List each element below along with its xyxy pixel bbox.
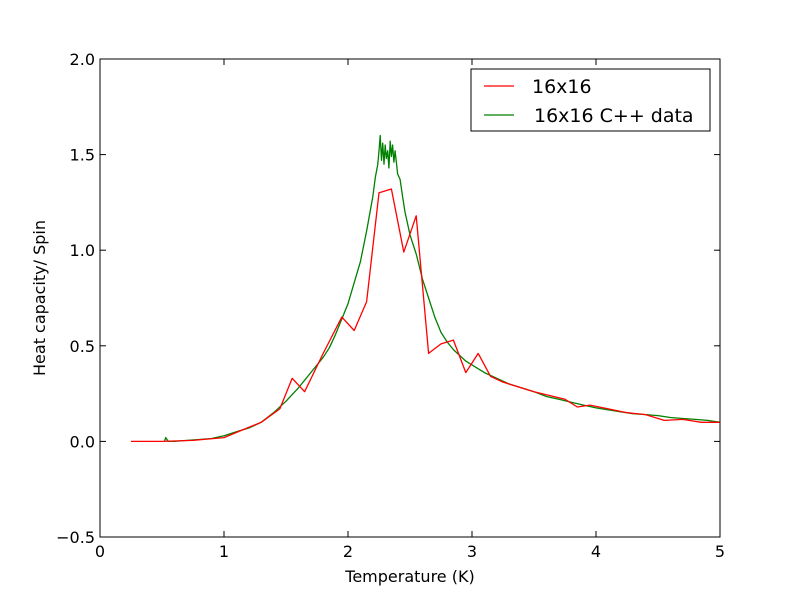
legend-frame (470, 68, 711, 132)
legend-label-16x16: 16x16 (532, 76, 592, 98)
series-layer (131, 134, 721, 443)
ticks-layer: 0 1 2 3 4 5 −0.5 0.0 0.5 1.0 1.5 2.0 (56, 50, 725, 561)
x-tick-label: 3 (467, 542, 477, 561)
y-tick-label: −0.5 (56, 528, 95, 547)
legend: 16x16 16x16 C++ data (470, 68, 711, 132)
x-axis-label: Temperature (K) (344, 567, 474, 586)
series-line-16x16-cpp (163, 134, 721, 443)
y-tick-label: 0.5 (70, 337, 95, 356)
x-tick-label: 0 (95, 542, 105, 561)
x-tick-label: 5 (715, 542, 725, 561)
y-tick-label: 0.0 (70, 432, 95, 451)
series-line-16x16 (131, 188, 720, 443)
x-tick-label: 4 (591, 542, 601, 561)
y-tick-label: 2.0 (70, 50, 95, 69)
legend-label-16x16-cpp: 16x16 C++ data (534, 105, 694, 127)
y-axis-label: Heat capacity/ Spin (30, 220, 49, 376)
y-tick-label: 1.5 (70, 146, 95, 165)
x-tick-label: 2 (343, 542, 353, 561)
x-tick-label: 1 (219, 542, 229, 561)
y-tick-label: 1.0 (70, 241, 95, 260)
plot-frame (99, 58, 721, 538)
